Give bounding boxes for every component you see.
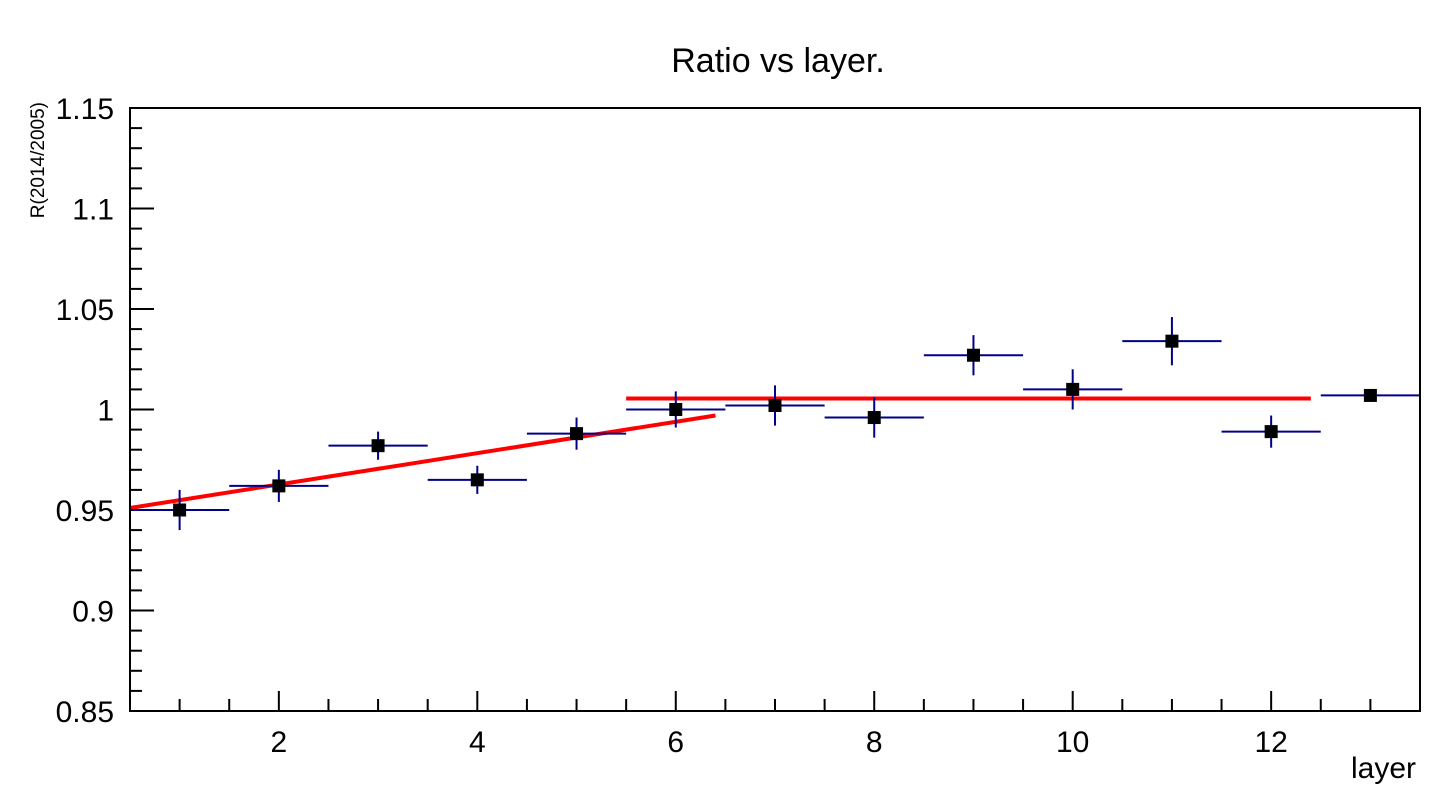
data-point	[1264, 425, 1278, 439]
y-tick-label: 0.85	[56, 696, 114, 729]
data-point	[272, 479, 286, 493]
plot-frame	[129, 107, 1421, 712]
x-tick-label: 6	[667, 726, 684, 759]
data-point	[768, 398, 782, 412]
y-tick-label: 1.1	[72, 194, 114, 227]
data-point	[371, 439, 385, 453]
fit-line	[129, 413, 716, 510]
x-tick-label: 12	[1254, 726, 1287, 759]
data-point	[867, 411, 881, 425]
x-tick-label: 2	[271, 726, 288, 759]
y-tick-label: 0.95	[56, 495, 114, 528]
chart-title: Ratio vs layer.	[671, 42, 885, 80]
x-axis-label: layer	[1351, 752, 1416, 785]
data-point	[1165, 334, 1179, 348]
y-axis-label: R(2014/2005)	[28, 102, 49, 218]
data-point	[966, 348, 980, 362]
data-point	[570, 427, 584, 441]
y-tick-label: 1	[97, 395, 114, 428]
data-point	[173, 503, 187, 517]
x-tick-label: 10	[1056, 726, 1089, 759]
data-point	[669, 403, 683, 416]
y-tick-label: 1.05	[56, 294, 114, 327]
y-tick-label: 1.15	[56, 93, 114, 126]
y-tick-label: 0.9	[72, 596, 114, 629]
data-point	[1066, 382, 1080, 396]
x-tick-label: 8	[866, 726, 883, 759]
data-point	[1363, 388, 1377, 402]
data-point	[470, 473, 484, 487]
x-tick-label: 4	[469, 726, 486, 759]
